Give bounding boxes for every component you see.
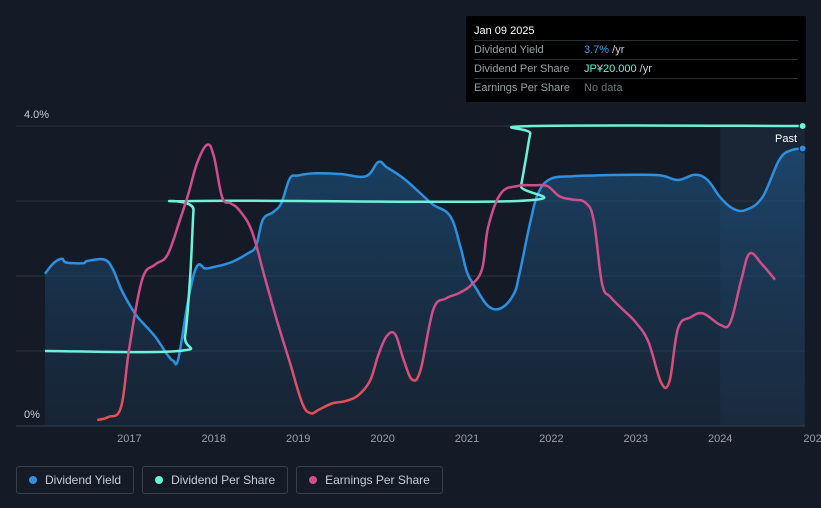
past-label: Past xyxy=(775,133,797,145)
x-tick-label: 2018 xyxy=(202,433,226,445)
tooltip-row-earnings-per-share: Earnings Per Share No data xyxy=(474,78,798,97)
legend-dot-icon xyxy=(309,476,318,484)
dividend-yield-endpoint xyxy=(798,144,807,153)
x-tick-label: 2021 xyxy=(455,433,479,445)
dividend-per-share-endpoint xyxy=(798,122,807,130)
dividend-per-share-line xyxy=(44,124,805,354)
x-tick-label: 2020 xyxy=(370,433,394,445)
tooltip-label: Dividend Yield xyxy=(474,44,544,56)
legend-item-dividend-per-share[interactable]: Dividend Per Share xyxy=(142,466,289,494)
x-tick-label: 2024 xyxy=(708,433,732,445)
dividend-yield-line xyxy=(44,147,805,366)
legend-label: Earnings Per Share xyxy=(325,473,430,487)
tooltip-date: Jan 09 2025 xyxy=(474,25,535,37)
x-tick-label: 202 xyxy=(803,433,821,445)
x-tick-label: 2023 xyxy=(624,433,648,445)
legend-label: Dividend Per Share xyxy=(171,473,276,487)
x-tick-label: 2017 xyxy=(117,433,141,445)
dividend-yield-area xyxy=(45,148,805,426)
legend: Dividend Yield Dividend Per Share Earnin… xyxy=(16,466,443,494)
tooltip-label: Earnings Per Share xyxy=(474,82,570,94)
tooltip-value: JP¥20.000 xyxy=(584,63,637,75)
y-tick-label: 0% xyxy=(24,409,40,421)
tooltip-row-dividend-yield: Dividend Yield 3.7% /yr xyxy=(474,40,798,59)
x-tick-label: 2019 xyxy=(286,433,310,445)
tooltip-label: Dividend Per Share xyxy=(474,63,570,75)
tooltip-value: 3.7% xyxy=(584,44,610,56)
legend-dot-icon xyxy=(155,476,164,484)
tooltip-suffix: /yr xyxy=(636,63,652,75)
tooltip-value: No data xyxy=(584,82,623,94)
legend-item-earnings-per-share[interactable]: Earnings Per Share xyxy=(296,466,443,494)
earnings-per-share-line xyxy=(96,143,777,422)
legend-label: Dividend Yield xyxy=(45,473,122,487)
legend-item-dividend-yield[interactable]: Dividend Yield xyxy=(16,466,135,494)
hover-tooltip: Jan 09 2025 Dividend Yield 3.7% /yr Divi… xyxy=(466,16,806,102)
x-tick-label: 2022 xyxy=(539,433,563,445)
legend-dot-icon xyxy=(29,476,37,484)
y-tick-label: 4.0% xyxy=(24,109,49,121)
tooltip-row-dividend-per-share: Dividend Per Share JP¥20.000 /yr xyxy=(474,59,798,78)
tooltip-suffix: /yr xyxy=(609,44,625,56)
